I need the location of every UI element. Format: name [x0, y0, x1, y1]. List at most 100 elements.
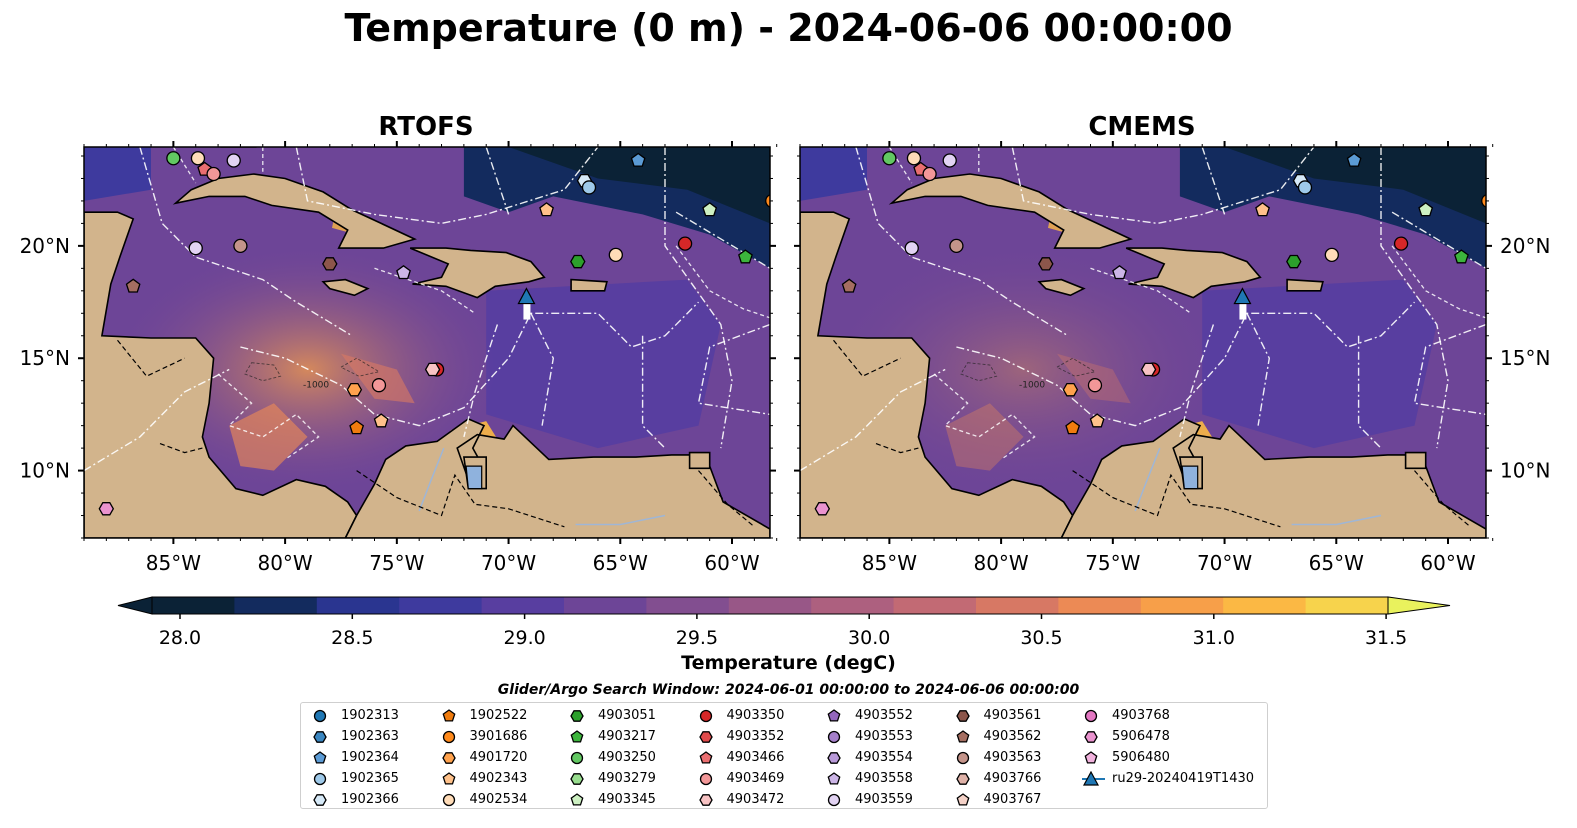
legend-marker-icon — [1084, 709, 1098, 723]
land-jamaica — [1037, 278, 1086, 297]
legend-marker-icon — [313, 709, 327, 723]
lon-tick-label: 65°W — [593, 551, 648, 575]
eez-boundary — [1413, 323, 1486, 416]
legend-label: 4903051 — [598, 708, 656, 723]
float-marker — [1140, 362, 1157, 377]
legend-marker — [699, 751, 712, 764]
panel-title-rtofs: RTOFS — [378, 112, 474, 142]
legend-marker-icon — [570, 730, 584, 743]
colorbar-segment — [728, 597, 812, 614]
colorbar-segment — [976, 597, 1059, 614]
legend-marker-icon — [827, 730, 841, 744]
legend-marker — [955, 773, 970, 785]
float-marker — [1454, 249, 1469, 264]
legend-marker-icon — [699, 772, 712, 786]
figure-title: Temperature (0 m) - 2024-06-06 00:00:00 — [344, 6, 1233, 50]
territorial-boundary — [933, 373, 1036, 460]
coldest-water-north — [508, 147, 770, 224]
territorial-boundary — [1090, 267, 1192, 314]
colorbar-segment — [893, 597, 977, 614]
search-window-title: Glider/Argo Search Window: 2024-06-01 00… — [497, 682, 1080, 698]
legend-marker — [313, 794, 327, 806]
colorbar-segment — [811, 597, 895, 614]
float-marker — [630, 152, 646, 167]
legend-label: 4903466 — [726, 750, 785, 765]
glider-track — [1239, 303, 1247, 320]
territorial-boundary — [675, 245, 770, 319]
legend-marker — [827, 730, 841, 744]
legend-marker — [570, 710, 584, 722]
legend-label: 4903768 — [1112, 708, 1170, 723]
legend-marker-icon — [955, 710, 970, 722]
glider-marker — [517, 287, 536, 305]
float-marker — [1324, 247, 1339, 263]
float-marker — [702, 202, 718, 217]
land-hispaniola — [1125, 247, 1262, 299]
eez-boundary — [1391, 211, 1486, 269]
legend-marker — [570, 730, 584, 743]
float-marker — [1418, 202, 1434, 217]
country-border — [875, 443, 919, 454]
float-marker — [346, 382, 363, 397]
legend-label: 4903469 — [726, 771, 785, 786]
colorbar-segment — [1305, 597, 1389, 614]
eez-boundary — [485, 147, 510, 215]
legend-marker-icon — [313, 751, 327, 764]
float-marker — [322, 257, 338, 271]
river — [418, 447, 445, 512]
legend-marker — [956, 793, 969, 806]
colorbar-segment — [234, 597, 318, 614]
coldest-water-north — [1224, 147, 1486, 224]
eez-boundary — [855, 147, 1069, 337]
territorial-boundary — [374, 267, 476, 314]
isobath-contour — [960, 362, 998, 382]
float-marker — [949, 238, 964, 254]
map-panel-rtofs: -1000 — [84, 147, 770, 538]
legend-marker-icon — [442, 793, 455, 807]
legend-label: 4903352 — [726, 729, 785, 744]
country-border — [833, 339, 901, 377]
legend-marker — [570, 751, 584, 765]
legend-marker — [1084, 751, 1098, 764]
legend-label: 4903553 — [855, 729, 913, 744]
legend-label: 4903554 — [855, 750, 913, 765]
legend-marker-icon — [956, 730, 969, 743]
lon-tick-label: 75°W — [369, 551, 424, 575]
legend-marker — [442, 730, 455, 744]
eez-boundary — [295, 147, 599, 225]
float-marker — [424, 362, 441, 377]
lon-tick-label: 60°W — [704, 551, 759, 575]
glider-triangle — [1082, 771, 1100, 786]
float-marker — [765, 194, 770, 208]
colorbar-tick-label: 29.5 — [676, 627, 718, 649]
land-centralam — [800, 211, 1074, 538]
axis-ticks — [78, 141, 778, 544]
legend-label: 3901686 — [469, 729, 528, 744]
legend-label: 4903767 — [983, 792, 1042, 807]
land-cuba — [172, 173, 417, 249]
legend-marker — [698, 731, 713, 743]
legend-marker — [313, 772, 327, 786]
lon-tick-label: 65°W — [1309, 551, 1364, 575]
legend: 1902313 1902363 1902364 1902365 1902366 19025… — [300, 702, 1268, 809]
legend-label: 4903250 — [598, 750, 656, 765]
legend-label: 5906478 — [1112, 729, 1170, 744]
eez-boundary — [800, 368, 946, 472]
colorbar-segment — [481, 597, 565, 614]
isobath-label: -1000 — [1019, 380, 1045, 390]
legend-marker-icon — [699, 709, 712, 723]
legend-marker — [827, 709, 841, 722]
float-marker — [608, 247, 623, 263]
legend-marker-icon — [827, 793, 841, 807]
cool-water-east — [486, 279, 721, 449]
legend-marker-icon — [570, 773, 584, 785]
float-marker — [570, 254, 586, 269]
colorbar-tick-label: 30.5 — [1020, 627, 1062, 649]
lat-tick-label-left: 10°N — [20, 459, 70, 483]
legend-marker-icon — [956, 751, 969, 765]
legend-label: 1902365 — [341, 771, 399, 786]
float-marker — [906, 151, 922, 166]
legend-label: 4903345 — [598, 792, 656, 807]
colorbar-extend-min — [117, 596, 153, 615]
float-marker — [814, 502, 831, 516]
